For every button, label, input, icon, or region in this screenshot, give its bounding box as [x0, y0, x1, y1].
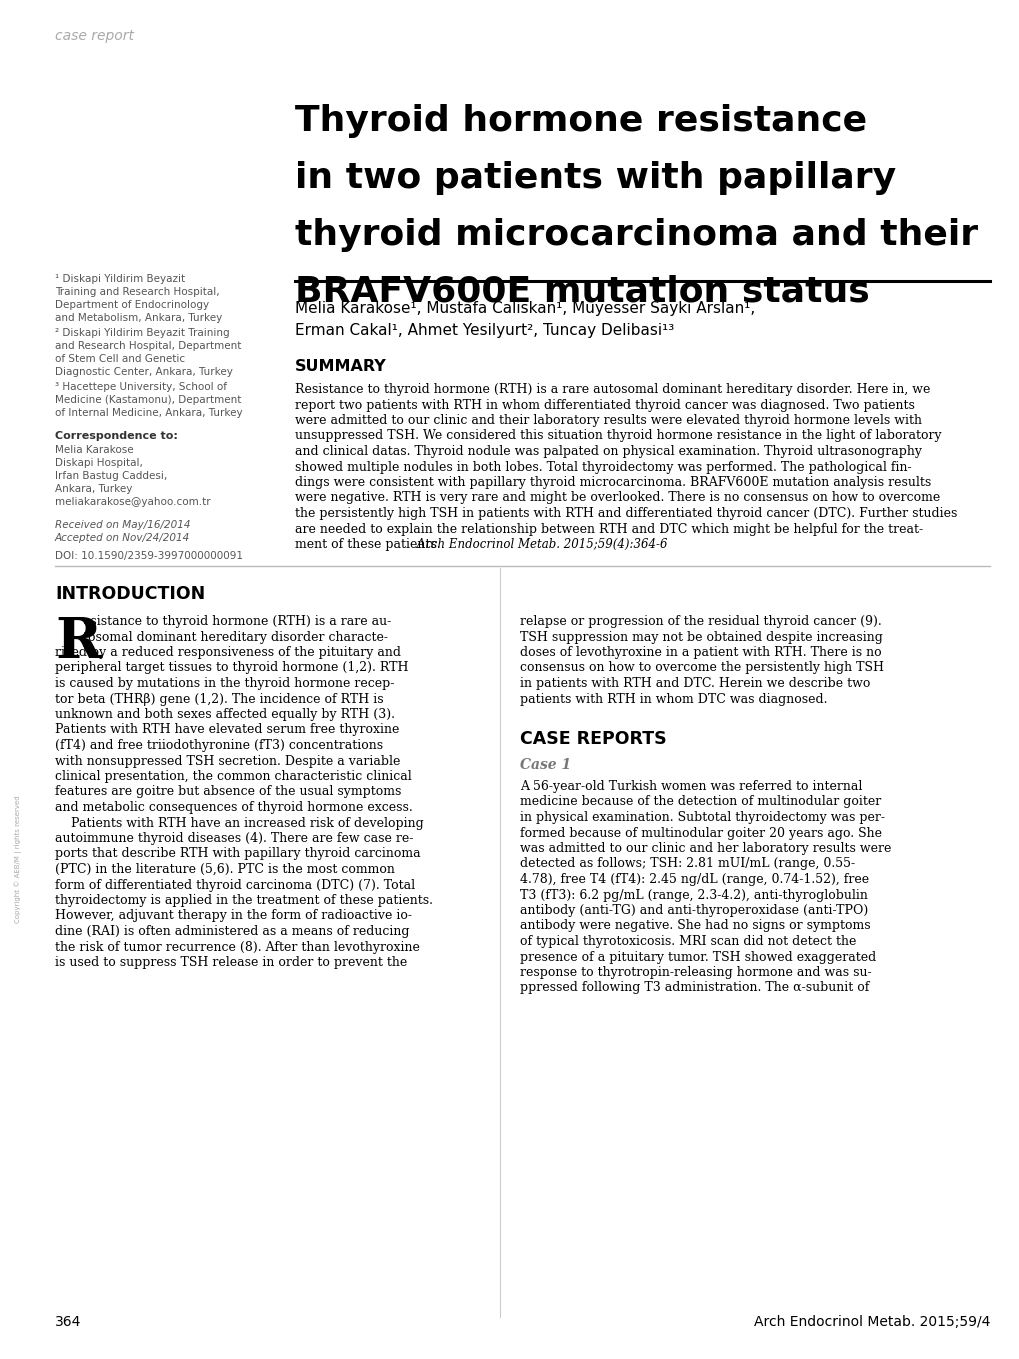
- Text: meliakarakose@yahoo.com.tr: meliakarakose@yahoo.com.tr: [55, 497, 210, 507]
- Text: Resistance to thyroid hormone (RTH) is a rare autosomal dominant hereditary diso: Resistance to thyroid hormone (RTH) is a…: [294, 383, 929, 395]
- Text: showed multiple nodules in both lobes. Total thyroidectomy was performed. The pa: showed multiple nodules in both lobes. T…: [294, 461, 911, 473]
- Text: Thyroid hormone resistance: Thyroid hormone resistance: [294, 105, 866, 139]
- Text: Ankara, Turkey: Ankara, Turkey: [55, 484, 132, 495]
- Text: of typical thyrotoxicosis. MRI scan did not detect the: of typical thyrotoxicosis. MRI scan did …: [520, 935, 856, 949]
- Text: in two patients with papillary: in two patients with papillary: [294, 160, 896, 194]
- Text: Received on May/16/2014: Received on May/16/2014: [55, 520, 191, 530]
- Text: T3 (fT3): 6.2 pg/mL (range, 2.3-4.2), anti-thyroglobulin: T3 (fT3): 6.2 pg/mL (range, 2.3-4.2), an…: [520, 889, 867, 901]
- Text: Patients with RTH have an increased risk of developing: Patients with RTH have an increased risk…: [55, 817, 423, 829]
- Text: ³ Hacettepe University, School of: ³ Hacettepe University, School of: [55, 382, 227, 391]
- Text: (PTC) in the literature (5,6). PTC is the most common: (PTC) in the literature (5,6). PTC is th…: [55, 863, 394, 877]
- Text: Department of Endocrinology: Department of Endocrinology: [55, 300, 209, 310]
- Text: tor beta (THRβ) gene (1,2). The incidence of RTH is: tor beta (THRβ) gene (1,2). The incidenc…: [55, 693, 383, 705]
- Text: thyroidectomy is applied in the treatment of these patients.: thyroidectomy is applied in the treatmen…: [55, 894, 433, 906]
- Text: is caused by mutations in the thyroid hormone recep-: is caused by mutations in the thyroid ho…: [55, 677, 394, 690]
- Text: ¹ Diskapi Yildirim Beyazit: ¹ Diskapi Yildirim Beyazit: [55, 275, 184, 284]
- Text: and Metabolism, Ankara, Turkey: and Metabolism, Ankara, Turkey: [55, 313, 222, 323]
- Text: Medicine (Kastamonu), Department: Medicine (Kastamonu), Department: [55, 395, 242, 405]
- Text: However, adjuvant therapy in the form of radioactive io-: However, adjuvant therapy in the form of…: [55, 909, 412, 923]
- Text: medicine because of the detection of multinodular goiter: medicine because of the detection of mul…: [520, 795, 880, 809]
- Text: the persistently high TSH in patients with RTH and differentiated thyroid cancer: the persistently high TSH in patients wi…: [294, 507, 957, 520]
- Text: Melia Karakose: Melia Karakose: [55, 444, 133, 455]
- Text: Diskapi Hospital,: Diskapi Hospital,: [55, 458, 143, 467]
- Text: in physical examination. Subtotal thyroidectomy was per-: in physical examination. Subtotal thyroi…: [520, 811, 884, 824]
- Text: Diagnostic Center, Ankara, Turkey: Diagnostic Center, Ankara, Turkey: [55, 367, 232, 376]
- Text: Arch Endocrinol Metab. 2015;59/4: Arch Endocrinol Metab. 2015;59/4: [753, 1316, 989, 1329]
- Text: Irfan Bastug Caddesi,: Irfan Bastug Caddesi,: [55, 472, 167, 481]
- Text: response to thyrotropin-releasing hormone and was su-: response to thyrotropin-releasing hormon…: [520, 966, 871, 978]
- Text: Training and Research Hospital,: Training and Research Hospital,: [55, 287, 219, 298]
- Text: detected as follows; TSH: 2.81 mUI/mL (range, 0.55-: detected as follows; TSH: 2.81 mUI/mL (r…: [520, 858, 854, 871]
- Text: (fT4) and free triiodothyronine (fT3) concentrations: (fT4) and free triiodothyronine (fT3) co…: [55, 739, 383, 752]
- Text: rized by a reduced responsiveness of the pituitary and: rized by a reduced responsiveness of the…: [55, 646, 400, 659]
- Text: of Internal Medicine, Ankara, Turkey: of Internal Medicine, Ankara, Turkey: [55, 408, 243, 419]
- Text: R: R: [55, 616, 101, 670]
- Text: and metabolic consequences of thyroid hormone excess.: and metabolic consequences of thyroid ho…: [55, 800, 413, 814]
- Text: in patients with RTH and DTC. Herein we describe two: in patients with RTH and DTC. Herein we …: [520, 677, 869, 690]
- Text: with nonsuppressed TSH secretion. Despite a variable: with nonsuppressed TSH secretion. Despit…: [55, 754, 400, 768]
- Text: ppressed following T3 administration. The α-subunit of: ppressed following T3 administration. Th…: [520, 981, 868, 995]
- Text: consensus on how to overcome the persistently high TSH: consensus on how to overcome the persist…: [520, 662, 883, 674]
- Text: Correspondence to:: Correspondence to:: [55, 431, 177, 442]
- Text: DOI: 10.1590/2359-3997000000091: DOI: 10.1590/2359-3997000000091: [55, 550, 243, 561]
- Text: unsuppressed TSH. We considered this situation thyroid hormone resistance in the: unsuppressed TSH. We considered this sit…: [294, 429, 941, 443]
- Text: Accepted on Nov/24/2014: Accepted on Nov/24/2014: [55, 533, 191, 544]
- Text: dine (RAI) is often administered as a means of reducing: dine (RAI) is often administered as a me…: [55, 925, 409, 938]
- Text: was admitted to our clinic and her laboratory results were: was admitted to our clinic and her labor…: [520, 843, 891, 855]
- Text: tosomal dominant hereditary disorder characte-: tosomal dominant hereditary disorder cha…: [83, 631, 387, 644]
- Text: CASE REPORTS: CASE REPORTS: [520, 730, 666, 747]
- Text: are needed to explain the relationship between RTH and DTC which might be helpfu: are needed to explain the relationship b…: [294, 522, 922, 535]
- Text: Arch Endocrinol Metab. 2015;59(4):364-6: Arch Endocrinol Metab. 2015;59(4):364-6: [413, 538, 667, 550]
- Text: Copyright © AEB/M | rights reserved: Copyright © AEB/M | rights reserved: [14, 795, 21, 923]
- Text: ment of these patients.: ment of these patients.: [294, 538, 440, 550]
- Text: were negative. RTH is very rare and might be overlooked. There is no consensus o: were negative. RTH is very rare and migh…: [294, 492, 940, 504]
- Text: unknown and both sexes affected equally by RTH (3).: unknown and both sexes affected equally …: [55, 708, 394, 722]
- Text: INTRODUCTION: INTRODUCTION: [55, 584, 205, 603]
- Text: case report: case report: [55, 29, 133, 43]
- Text: report two patients with RTH in whom differentiated thyroid cancer was diagnosed: report two patients with RTH in whom dif…: [294, 398, 914, 412]
- Text: clinical presentation, the common characteristic clinical: clinical presentation, the common charac…: [55, 771, 412, 783]
- Text: patients with RTH in whom DTC was diagnosed.: patients with RTH in whom DTC was diagno…: [520, 693, 826, 705]
- Text: SUMMARY: SUMMARY: [294, 359, 386, 374]
- Text: ports that describe RTH with papillary thyroid carcinoma: ports that describe RTH with papillary t…: [55, 848, 420, 860]
- Text: formed because of multinodular goiter 20 years ago. She: formed because of multinodular goiter 20…: [520, 826, 881, 840]
- Text: 364: 364: [55, 1316, 82, 1329]
- Text: ² Diskapi Yildirim Beyazit Training: ² Diskapi Yildirim Beyazit Training: [55, 328, 229, 338]
- Text: were admitted to our clinic and their laboratory results were elevated thyroid h: were admitted to our clinic and their la…: [294, 414, 921, 427]
- Text: esistance to thyroid hormone (RTH) is a rare au-: esistance to thyroid hormone (RTH) is a …: [83, 616, 391, 628]
- Text: antibody (anti-TG) and anti-thyroperoxidase (anti-TPO): antibody (anti-TG) and anti-thyroperoxid…: [520, 904, 867, 917]
- Text: and Research Hospital, Department: and Research Hospital, Department: [55, 341, 242, 351]
- Text: presence of a pituitary tumor. TSH showed exaggerated: presence of a pituitary tumor. TSH showe…: [520, 950, 875, 964]
- Text: form of differentiated thyroid carcinoma (DTC) (7). Total: form of differentiated thyroid carcinoma…: [55, 878, 415, 892]
- Text: doses of levothyroxine in a patient with RTH. There is no: doses of levothyroxine in a patient with…: [520, 646, 880, 659]
- Text: the risk of tumor recurrence (8). After than levothyroxine: the risk of tumor recurrence (8). After …: [55, 940, 420, 954]
- Text: 4.78), free T4 (fT4): 2.45 ng/dL (range, 0.74-1.52), free: 4.78), free T4 (fT4): 2.45 ng/dL (range,…: [520, 872, 868, 886]
- Text: thyroid microcarcinoma and their: thyroid microcarcinoma and their: [294, 217, 977, 251]
- Text: and clinical datas. Thyroid nodule was palpated on physical examination. Thyroid: and clinical datas. Thyroid nodule was p…: [294, 444, 921, 458]
- Text: autoimmune thyroid diseases (4). There are few case re-: autoimmune thyroid diseases (4). There a…: [55, 832, 413, 845]
- Text: Case 1: Case 1: [520, 758, 571, 772]
- Text: Melia Karakose¹, Mustafa Caliskan¹, Muyesser Sayki Arslan¹,: Melia Karakose¹, Mustafa Caliskan¹, Muye…: [294, 300, 754, 317]
- Text: dings were consistent with papillary thyroid microcarcinoma. BRAFV600E mutation : dings were consistent with papillary thy…: [294, 476, 930, 489]
- Text: peripheral target tissues to thyroid hormone (1,2). RTH: peripheral target tissues to thyroid hor…: [55, 662, 408, 674]
- Text: Erman Cakal¹, Ahmet Yesilyurt², Tuncay Delibasi¹³: Erman Cakal¹, Ahmet Yesilyurt², Tuncay D…: [294, 323, 674, 338]
- Text: BRAFV600E mutation status: BRAFV600E mutation status: [294, 275, 869, 308]
- Text: features are goitre but absence of the usual symptoms: features are goitre but absence of the u…: [55, 786, 401, 799]
- Text: Patients with RTH have elevated serum free thyroxine: Patients with RTH have elevated serum fr…: [55, 723, 399, 737]
- Text: relapse or progression of the residual thyroid cancer (9).: relapse or progression of the residual t…: [520, 616, 880, 628]
- Text: of Stem Cell and Genetic: of Stem Cell and Genetic: [55, 353, 184, 364]
- Text: is used to suppress TSH release in order to prevent the: is used to suppress TSH release in order…: [55, 955, 407, 969]
- Text: A 56-year-old Turkish women was referred to internal: A 56-year-old Turkish women was referred…: [520, 780, 861, 794]
- Text: TSH suppression may not be obtained despite increasing: TSH suppression may not be obtained desp…: [520, 631, 882, 644]
- Text: antibody were negative. She had no signs or symptoms: antibody were negative. She had no signs…: [520, 920, 870, 932]
